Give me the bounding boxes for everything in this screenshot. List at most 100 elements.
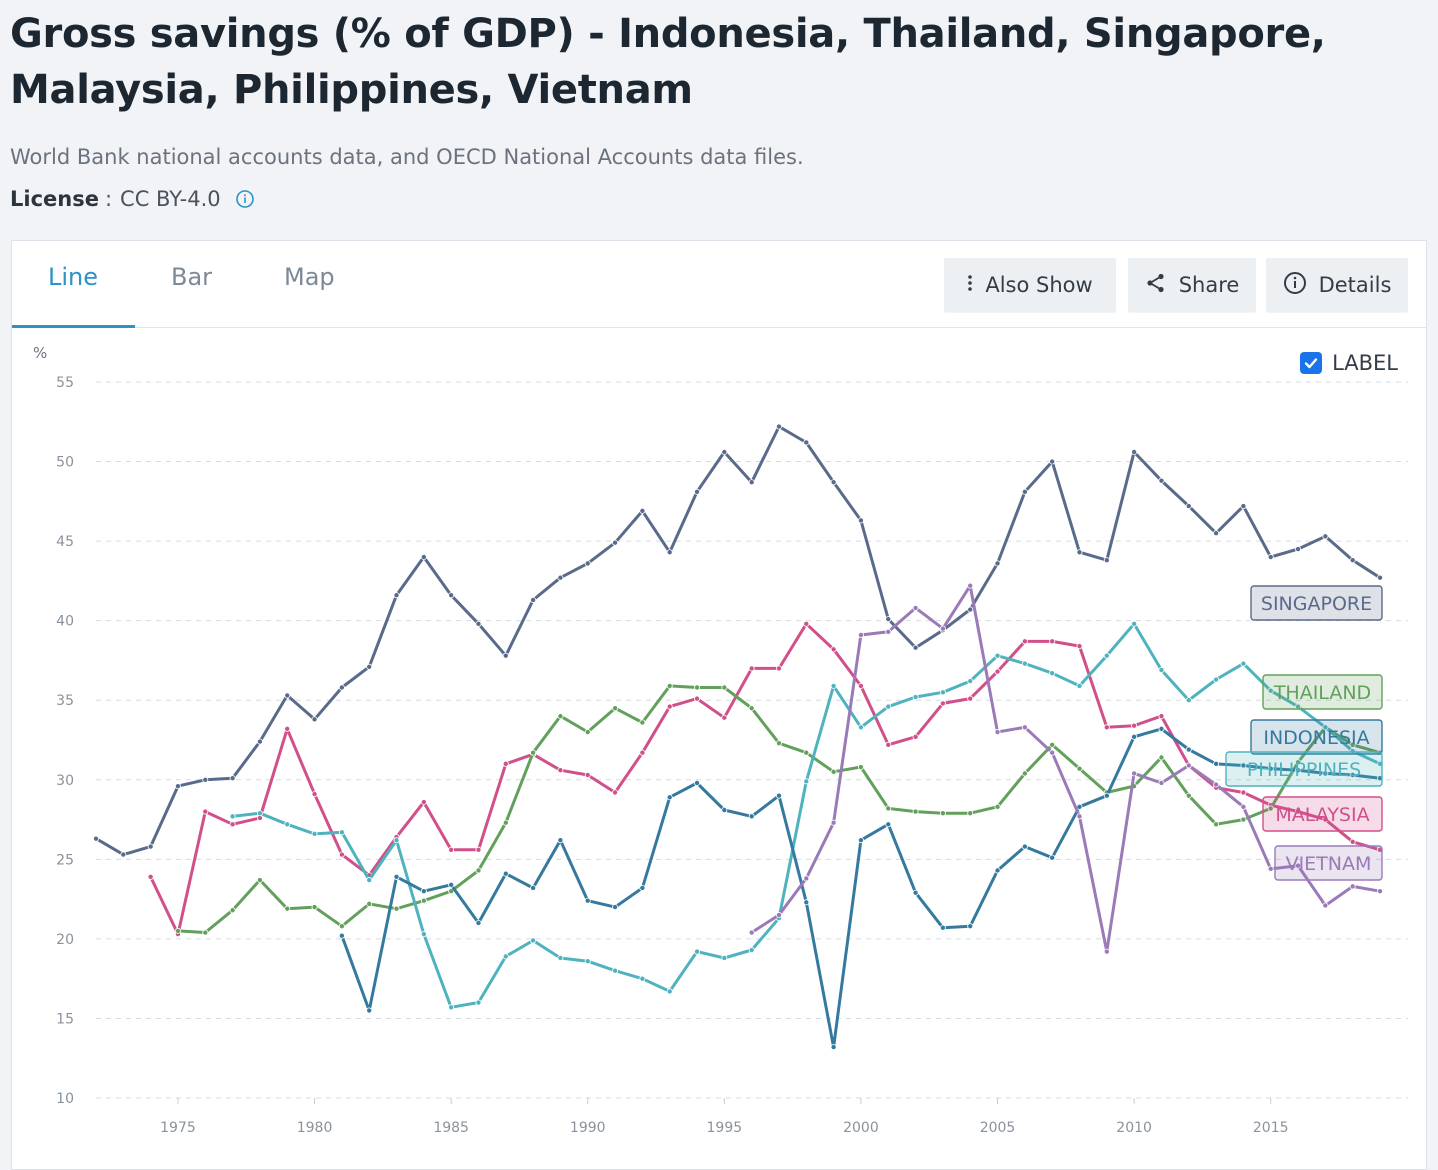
data-point (229, 821, 236, 828)
x-tick-label: 1975 (160, 1120, 196, 1136)
data-point (857, 764, 864, 771)
data-point (202, 808, 209, 815)
label-checkbox[interactable] (1300, 352, 1323, 374)
x-tick-label: 1995 (707, 1120, 743, 1136)
license-line: License : CC BY-4.0 (10, 187, 255, 211)
data-point (748, 705, 755, 712)
data-point (967, 810, 974, 817)
data-point (1322, 533, 1329, 540)
data-point (994, 560, 1001, 567)
data-point (1213, 760, 1220, 767)
data-point (775, 423, 782, 430)
tab-bar[interactable]: Bar (171, 263, 213, 291)
data-point (475, 867, 482, 874)
data-point (366, 1007, 373, 1014)
data-point (1213, 676, 1220, 683)
data-point (612, 539, 619, 546)
data-point (584, 772, 591, 779)
data-point (1049, 854, 1056, 861)
data-point (338, 684, 345, 691)
data-point (1240, 503, 1247, 510)
data-point (885, 741, 892, 748)
data-point (530, 884, 537, 891)
data-point (284, 725, 291, 732)
data-point (612, 789, 619, 796)
data-point (666, 549, 673, 556)
data-point (256, 738, 263, 745)
series-label-box (1262, 796, 1383, 832)
data-point (120, 851, 127, 858)
data-point (830, 819, 837, 826)
data-point (1295, 767, 1302, 774)
data-point (366, 877, 373, 884)
data-point (1131, 733, 1138, 740)
data-point (748, 947, 755, 954)
details-button[interactable]: Details (1266, 258, 1408, 312)
y-tick-label: 30 (56, 773, 74, 789)
data-point (448, 888, 455, 895)
series-label-indonesia: INDONESIA (1263, 727, 1369, 749)
data-point (584, 729, 591, 736)
data-point (338, 932, 345, 939)
data-point (311, 830, 318, 837)
license-separator: : (104, 187, 113, 211)
data-point (775, 740, 782, 747)
data-point (393, 592, 400, 599)
data-point (338, 829, 345, 836)
data-point (803, 439, 810, 446)
data-point (420, 799, 427, 806)
data-point (694, 695, 701, 702)
data-point (284, 905, 291, 912)
data-point (721, 684, 728, 691)
info-circle-icon (1283, 271, 1307, 300)
data-point (1049, 741, 1056, 748)
data-point (338, 851, 345, 858)
source-text: World Bank national accounts data, and O… (10, 145, 804, 169)
data-point (229, 907, 236, 914)
y-tick-label: 45 (56, 534, 74, 550)
data-point (1158, 477, 1165, 484)
data-point (1021, 638, 1028, 645)
series-label-vietnam: VIETNAM (1286, 853, 1372, 875)
data-point (502, 953, 509, 960)
data-point (1131, 620, 1138, 627)
data-point (612, 705, 619, 712)
data-point (939, 625, 946, 632)
active-tab-indicator (12, 325, 135, 328)
series-label-box (1250, 719, 1383, 755)
data-point (502, 760, 509, 767)
data-point (994, 652, 1001, 659)
label-toggle[interactable]: LABEL (1300, 351, 1398, 375)
license-value: CC BY-4.0 (120, 187, 221, 211)
data-point (666, 703, 673, 710)
data-point (666, 794, 673, 801)
y-axis-unit: % (33, 344, 48, 362)
share-button[interactable]: Share (1128, 258, 1256, 312)
also-show-button[interactable]: Also Show (944, 258, 1116, 312)
data-point (1349, 741, 1356, 748)
data-point (1349, 772, 1356, 779)
tab-map[interactable]: Map (284, 263, 335, 291)
data-point (420, 931, 427, 938)
tab-line[interactable]: Line (48, 263, 99, 291)
data-point (1185, 792, 1192, 799)
data-point (830, 646, 837, 653)
series-label-box (1250, 585, 1383, 621)
series-line-thailand (177, 684, 1381, 934)
data-point (584, 897, 591, 904)
data-point (1295, 808, 1302, 815)
y-tick-label: 55 (56, 375, 74, 391)
data-point (994, 867, 1001, 874)
data-point (530, 749, 537, 756)
data-point (803, 875, 810, 882)
info-icon[interactable] (235, 189, 255, 209)
data-point (885, 703, 892, 710)
share-label: Share (1178, 273, 1240, 297)
data-point (912, 604, 919, 611)
x-tick-label: 2000 (843, 1120, 879, 1136)
data-point (557, 837, 564, 844)
data-point (1213, 821, 1220, 828)
data-point (1267, 865, 1274, 872)
data-point (885, 628, 892, 635)
data-point (1240, 789, 1247, 796)
